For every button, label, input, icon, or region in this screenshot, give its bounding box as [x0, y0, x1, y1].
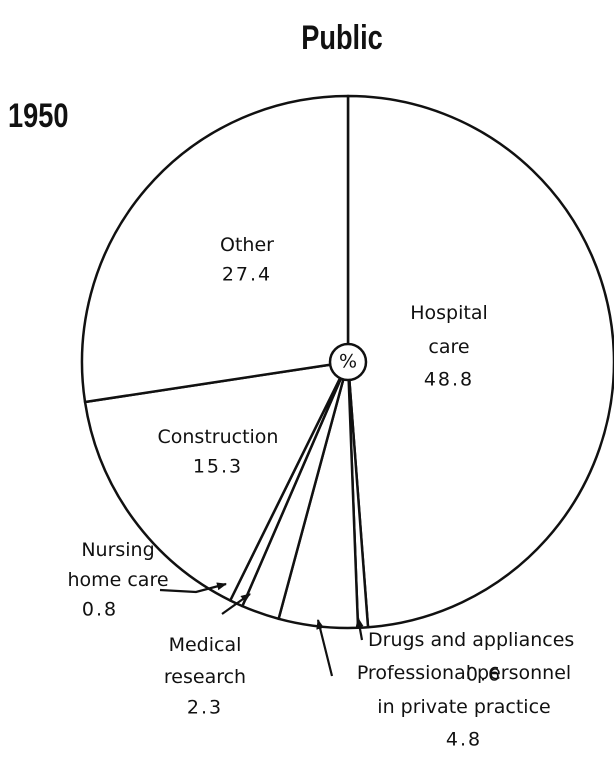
value-label: 0.6 [466, 664, 502, 686]
pie [80, 94, 614, 630]
label-line: Hospital [410, 302, 488, 324]
value-label: 2.3 [187, 697, 223, 719]
label-line: home care [67, 569, 168, 591]
label-line: Nursing [81, 539, 154, 561]
label-line: research [164, 666, 246, 688]
slice [80, 94, 350, 404]
leader-line [221, 593, 251, 615]
value-label: 0.8 [82, 599, 118, 621]
slice-label: Nursing home care [67, 539, 168, 591]
slice-label: Other [220, 234, 274, 256]
label-line: Professional personnel [357, 662, 571, 684]
slice-label: Hospital care [410, 302, 488, 358]
chart-title: Public [301, 18, 383, 57]
label-line: care [428, 336, 469, 358]
center-circle [328, 342, 368, 382]
slice-label: Construction [158, 426, 279, 448]
center-label: % [339, 351, 357, 373]
value-label: 4.8 [446, 729, 482, 751]
label-line: in private practice [377, 696, 550, 718]
label-line: Construction [158, 426, 279, 448]
label-line: Other [220, 234, 274, 256]
value-label: 27.4 [222, 264, 272, 286]
slice [346, 94, 614, 629]
slice-label: Professional personnel in private practic… [357, 662, 571, 718]
chart-subtitle: 1950 [8, 96, 68, 135]
leader-lines [159, 582, 364, 677]
slice-label: Medical research [164, 634, 246, 688]
leader-line [159, 582, 227, 594]
slice-label: Drugs and appliances [368, 629, 574, 651]
value-label: 48.8 [424, 369, 474, 391]
label-line: Medical [169, 634, 242, 656]
leader-line [316, 619, 334, 677]
leader-line [355, 617, 364, 641]
label-line: Drugs and appliances [368, 629, 574, 651]
value-label: 15.3 [193, 456, 243, 478]
